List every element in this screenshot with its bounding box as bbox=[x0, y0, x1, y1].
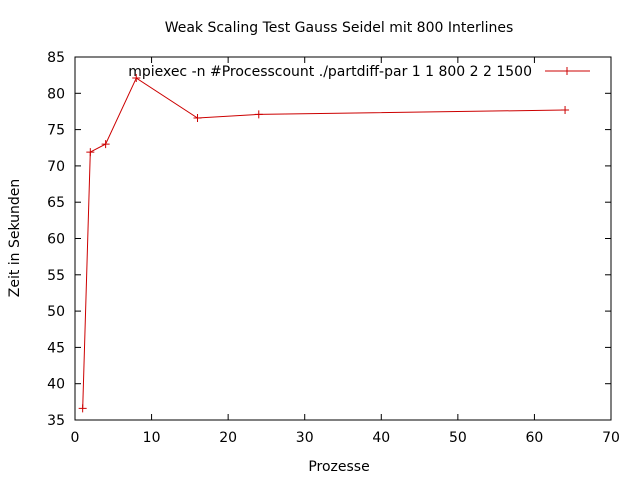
x-tick-label: 10 bbox=[143, 430, 161, 446]
x-tick-label: 60 bbox=[526, 430, 544, 446]
x-tick-label: 40 bbox=[372, 430, 390, 446]
series-group bbox=[78, 74, 570, 413]
data-point bbox=[101, 140, 110, 149]
legend: mpiexec -n #Processcount ./partdiff-par … bbox=[128, 64, 590, 80]
y-tick-label: 80 bbox=[47, 86, 65, 102]
y-tick-label: 65 bbox=[47, 195, 65, 211]
x-tick-label: 20 bbox=[219, 430, 237, 446]
y-axis-label: Zeit in Sekunden bbox=[7, 179, 23, 298]
data-point bbox=[254, 110, 263, 119]
x-axis-label: Prozesse bbox=[308, 459, 369, 475]
y-tick-label: 55 bbox=[47, 268, 65, 284]
legend-label: mpiexec -n #Processcount ./partdiff-par … bbox=[128, 64, 532, 80]
y-tick-label: 85 bbox=[47, 50, 65, 66]
x-tick-label: 50 bbox=[449, 430, 467, 446]
y-tick-label: 60 bbox=[47, 232, 65, 248]
x-axis-ticks: 0 10 20 30 40 50 60 70 bbox=[71, 57, 620, 446]
plot-area-border bbox=[74, 56, 612, 421]
x-tick-label: 0 bbox=[71, 430, 80, 446]
data-point bbox=[561, 105, 570, 114]
x-tick-label: 70 bbox=[602, 430, 620, 446]
y-tick-label: 45 bbox=[47, 340, 65, 356]
y-tick-label: 70 bbox=[47, 159, 65, 175]
data-point bbox=[193, 113, 202, 122]
y-tick-label: 50 bbox=[47, 304, 65, 320]
y-tick-label: 75 bbox=[47, 123, 65, 139]
y-tick-label: 35 bbox=[47, 413, 65, 429]
series-line bbox=[82, 77, 566, 409]
data-point bbox=[86, 148, 95, 157]
legend-marker bbox=[563, 67, 571, 75]
data-point bbox=[78, 404, 87, 413]
y-tick-label: 40 bbox=[47, 377, 65, 393]
x-tick-label: 30 bbox=[296, 430, 314, 446]
y-axis-ticks: 35 40 45 50 55 60 65 70 75 80 85 bbox=[47, 50, 611, 429]
chart-title: Weak Scaling Test Gauss Seidel mit 800 I… bbox=[165, 20, 514, 36]
data-point bbox=[132, 74, 141, 83]
